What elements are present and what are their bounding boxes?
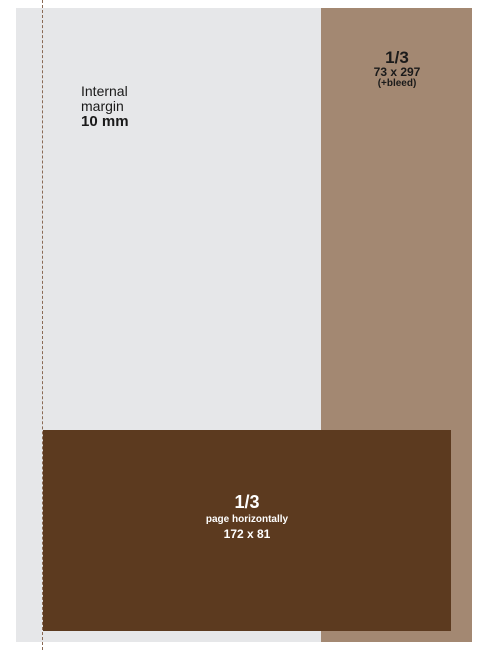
horizontal-ad-label: 1/3 page horizontally 172 x 81 <box>10 491 477 542</box>
margin-label-line2: margin <box>81 98 124 114</box>
horizontal-third-ad <box>43 430 451 631</box>
horizontal-ad-dimensions: 172 x 81 <box>223 527 271 541</box>
vertical-ad-bleed: (+bleed) <box>377 78 417 89</box>
horizontal-ad-description: page horizontally <box>205 514 289 525</box>
internal-margin-line <box>42 0 43 650</box>
margin-value: 10 mm <box>81 113 129 130</box>
vertical-ad-fraction: 1/3 <box>385 48 409 67</box>
margin-label-line1: Internal <box>81 83 128 99</box>
vertical-ad-label: 1/3 73 x 297 (+bleed) <box>349 49 445 89</box>
vertical-ad-dimensions: 73 x 297 <box>373 65 421 79</box>
internal-margin-label: Internal margin 10 mm <box>81 83 129 130</box>
horizontal-ad-fraction: 1/3 <box>234 492 260 512</box>
